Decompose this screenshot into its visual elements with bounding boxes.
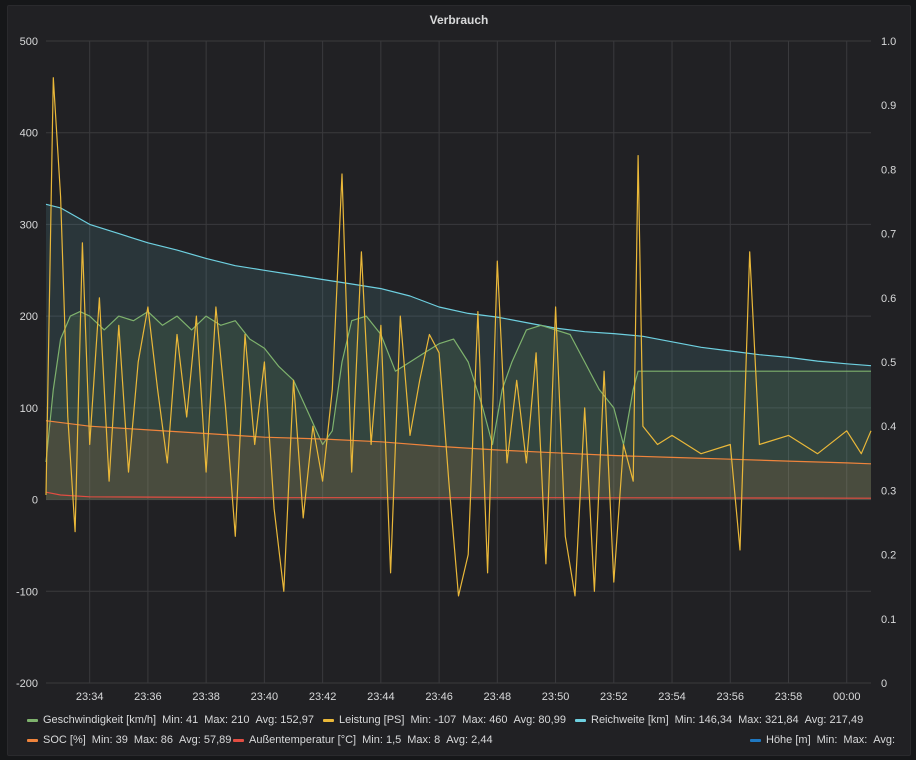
x-tick-label: 23:44 [367,691,395,703]
legend-stat-avg: Avg: [873,734,896,746]
graph-panel: Verbrauch [7,5,911,756]
y-right-tick-label: 0.9 [881,100,896,112]
legend-stat-max: Max: 210 [204,714,250,726]
x-tick-label: 23:36 [134,691,162,703]
x-tick-label: 23:46 [425,691,453,703]
y-left-tick-label: 500 [20,36,38,48]
legend-item-reichweite-km[interactable]: Reichweite [km] Min: 146,34 Max: 321,84 Avg… [575,714,863,726]
legend-stat-max: Max: 8 [407,734,441,746]
legend-swatch [323,718,334,722]
legend-swatch [27,738,38,742]
legend-series-name: Reichweite [km] [591,714,669,726]
legend-stat-max: Max: 460 [462,714,508,726]
y-right-tick-label: 0.8 [881,164,896,176]
legend-series-name: Außentemperatur [°C] [249,734,357,746]
legend-stat-avg: Avg: 57,89 [179,734,232,746]
y-right-tick-label: 0.7 [881,229,896,241]
y-left-tick-label: -100 [16,586,38,598]
y-left-tick-label: 0 [32,495,38,507]
legend-stat-avg: Avg: 2,44 [446,734,493,746]
legend-series-name: SOC [%] [43,734,86,746]
legend-series-name: Leistung [PS] [339,714,405,726]
x-tick-label: 23:52 [600,691,628,703]
x-tick-label: 23:58 [775,691,803,703]
y-right-tick-label: 0.3 [881,485,896,497]
legend-stat-max: Max: [843,734,868,746]
legend-item-h-he-m[interactable]: Höhe [m] Min: Max: Avg: [750,734,895,746]
x-tick-label: 23:34 [76,691,104,703]
legend-swatch [233,738,244,742]
x-tick-label: 23:40 [251,691,279,703]
y-right-tick-label: 0 [881,678,887,690]
y-left-tick-label: 100 [20,403,38,415]
legend-series-name: Geschwindigkeit [km/h] [43,714,157,726]
y-right-tick-label: 0.2 [881,550,896,562]
legend-stat-min: Min: 41 [162,714,199,726]
x-tick-label: 23:48 [484,691,512,703]
legend-swatch [750,738,761,742]
legend-item-geschwindigkeit-km-h[interactable]: Geschwindigkeit [km/h] Min: 41 Max: 210 Avg… [27,714,314,726]
legend-stat-max: Max: 86 [133,734,174,746]
panel-title[interactable]: Verbrauch [429,13,489,27]
series-area-soc [46,420,871,500]
x-tick-label: 23:56 [716,691,744,703]
legend-stat-max: Max: 321,84 [738,714,799,726]
y-right-tick-label: 0.4 [881,421,896,433]
legend-stat-min: Min: 146,34 [674,714,733,726]
y-right-tick-label: 0.6 [881,293,896,305]
legend-stat-avg: Avg: 80,99 [513,714,566,726]
legend-stat-min: Min: -107 [410,714,457,726]
x-tick-label: 23:54 [658,691,686,703]
y-right-tick-label: 0.1 [881,614,896,626]
legend-item-leistung-ps[interactable]: Leistung [PS] Min: -107 Max: 460 Avg: 80,99 [323,714,566,726]
legend-swatch [27,718,38,722]
legend-stat-avg: Avg: 217,49 [804,714,864,726]
x-tick-label: 23:38 [192,691,220,703]
x-tick-label: 23:50 [542,691,570,703]
y-left-tick-label: 300 [20,219,38,231]
series-area-reichweite-km [46,204,871,500]
legend-series-name: Höhe [m] [766,734,811,746]
legend-item-soc[interactable]: SOC [%] Min: 39 Max: 86 Avg: 57,89 [27,734,231,746]
legend-stat-min: Min: 39 [91,734,128,746]
series-line-leistung-ps [45,77,872,597]
legend-item-au-entemperatur-c[interactable]: Außentemperatur [°C] Min: 1,5 Max: 8 Avg: 2… [233,734,493,746]
y-right-tick-label: 1.0 [881,36,896,48]
series-line-reichweite-km [45,203,872,367]
y-left-tick-label: 200 [20,311,38,323]
y-left-tick-label: -200 [16,678,38,690]
x-tick-label: 00:00 [833,691,861,703]
series-line-soc [45,420,872,465]
legend-stat-avg: Avg: 152,97 [255,714,314,726]
y-left-tick-label: 400 [20,128,38,140]
legend-stat-min: Min: [816,734,838,746]
y-right-tick-label: 0.5 [881,357,896,369]
legend-swatch [575,718,586,722]
series-line-au-entemperatur-c [45,491,872,499]
legend-stat-min: Min: 1,5 [362,734,402,746]
x-tick-label: 23:42 [309,691,337,703]
series-area-geschwindigkeit-km-h [46,311,871,500]
